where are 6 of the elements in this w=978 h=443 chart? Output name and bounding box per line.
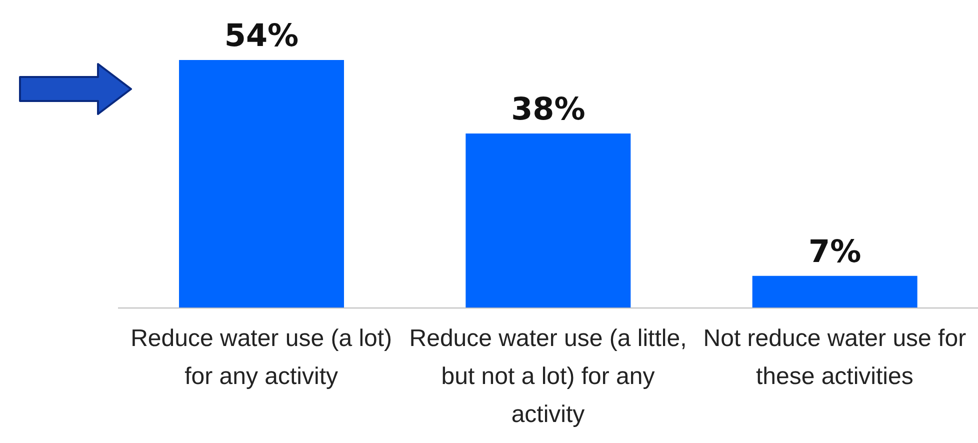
data-label: 38% (511, 91, 586, 128)
x-tick-label: Reduce water use (a lot) for any activity (130, 325, 392, 390)
data-label: 7% (808, 234, 862, 270)
x-tick-label: Reduce water use (a little, but not a lot) for any activity (409, 325, 687, 428)
x-tick-label: Not reduce water use for these activities (703, 325, 966, 390)
data-label: 54% (224, 18, 299, 54)
